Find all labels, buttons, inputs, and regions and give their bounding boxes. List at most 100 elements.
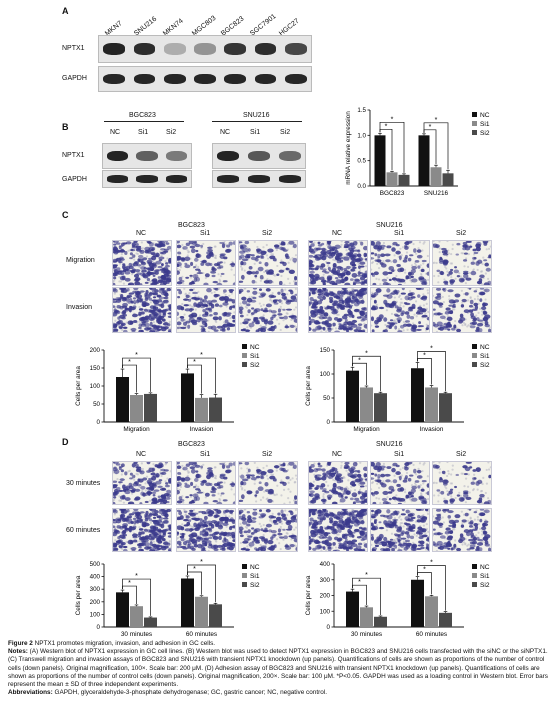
legend-swatch — [472, 362, 477, 367]
legend-swatch — [472, 130, 477, 135]
panel-b-snu216-gapdh-blot — [212, 170, 306, 188]
legend-label: NC — [250, 564, 260, 571]
y-tick-label: 0 — [327, 419, 331, 426]
legend-label: NC — [480, 344, 490, 351]
micrograph-cells — [309, 241, 367, 285]
micrograph-cells — [113, 288, 171, 332]
panel-a-row-gapdh: GAPDH — [62, 75, 87, 82]
legend-swatch — [472, 582, 477, 587]
bar-nc — [346, 591, 359, 627]
legend-label: Si2 — [250, 582, 260, 589]
caption-abbr-label: Abbreviations: — [8, 689, 53, 697]
bar-nc — [181, 578, 194, 627]
micrograph-cells — [113, 462, 171, 504]
western-band — [103, 73, 126, 85]
micrograph-cells — [177, 509, 235, 551]
micrograph-image — [370, 240, 430, 286]
micrograph-image — [176, 508, 236, 552]
western-band — [107, 175, 129, 183]
legend-swatch — [472, 353, 477, 358]
significance-star: * — [435, 117, 438, 124]
significance-star: * — [429, 124, 432, 131]
micrograph-image — [238, 287, 298, 333]
legend-label: NC — [480, 112, 490, 119]
western-band — [133, 43, 156, 55]
y-tick-label: 1.5 — [357, 107, 366, 114]
x-category-label: 60 minutes — [416, 631, 447, 638]
y-tick-label: 300 — [320, 577, 331, 584]
bar-si2 — [144, 617, 157, 627]
bar-nc — [116, 592, 129, 627]
panel-b-cellline-bgc823: BGC823 — [129, 112, 156, 119]
y-axis-label: Cells per area — [75, 366, 82, 406]
micrograph-image — [112, 287, 172, 333]
micrograph-cells — [177, 462, 235, 504]
panel-a-lane-label: SGC7901 — [249, 13, 278, 38]
panel-b-lane-label: Si1 — [138, 129, 149, 136]
x-category-label: SNU216 — [424, 190, 449, 197]
x-category-label: Invasion — [420, 426, 444, 433]
micrograph-row-label: Migration — [66, 257, 95, 264]
y-tick-label: 150 — [320, 347, 331, 354]
bar-nc — [411, 368, 424, 422]
y-tick-label: 0.0 — [357, 183, 366, 190]
panel-a-nptx1-blot — [98, 35, 312, 63]
bar-si2 — [439, 612, 452, 627]
y-tick-label: 100 — [90, 611, 101, 618]
caption-notes-label: Notes: — [8, 648, 28, 656]
western-band — [247, 175, 271, 183]
micrograph-image — [308, 240, 368, 286]
panel-b-snu216-line — [212, 121, 302, 122]
bar-si2 — [144, 393, 157, 422]
bar-si1 — [130, 606, 143, 627]
legend-label: Si1 — [480, 353, 490, 360]
y-tick-label: 200 — [90, 599, 101, 606]
y-tick-label: 300 — [90, 586, 101, 593]
significance-star: * — [135, 352, 138, 359]
panel-c-cellline-bgc823: BGC823 — [178, 222, 205, 229]
micrograph-column-label: NC — [332, 230, 343, 237]
significance-bracket — [417, 351, 446, 392]
panel-b-bgc823-line — [104, 121, 184, 122]
western-band — [133, 73, 156, 85]
significance-star: * — [430, 345, 433, 352]
bar-nc — [411, 579, 424, 627]
panel-b-mrna-chart: 0.0 0.5 1.0 1.5 mRNA relative expression BGC8… — [345, 107, 490, 197]
bar-si1 — [195, 596, 208, 627]
legend-swatch — [242, 362, 247, 367]
micrograph-image — [238, 240, 298, 286]
significance-star: * — [365, 572, 368, 579]
micrograph-cells — [371, 462, 429, 504]
legend-label: Si1 — [250, 573, 260, 580]
micrograph-image — [432, 240, 492, 286]
y-tick-label: 200 — [90, 347, 101, 354]
panel-d-bgc823-chart: 0 100 200 300 400 500 Cells per area 30 minutes… — [75, 559, 260, 638]
western-band — [284, 43, 307, 55]
micrograph-column-label: NC — [136, 451, 147, 458]
y-tick-label: 400 — [320, 561, 331, 568]
panel-d-snu216-chart: 0 100 200 300 400 Cells per area 30 minutes 60 … — [305, 560, 490, 638]
y-axis-label: mRNA relative expression — [345, 111, 352, 185]
panel-c-snu216-chart: 0 50 100 150 Cells per area Migration Invasion… — [305, 344, 490, 433]
significance-star: * — [193, 359, 196, 366]
y-tick-label: 100 — [90, 383, 101, 390]
significance-star: * — [391, 116, 394, 123]
micrograph-row-label: Invasion — [66, 304, 93, 311]
bar-si2 — [398, 174, 410, 186]
western-band — [217, 175, 240, 183]
panel-a-gapdh-blot — [98, 66, 312, 92]
significance-bracket — [187, 357, 216, 394]
x-category-label: 30 minutes — [351, 631, 382, 638]
legend-label: Si2 — [480, 130, 490, 137]
legend-swatch — [472, 564, 477, 569]
panel-b-cellline-snu216: SNU216 — [243, 112, 270, 119]
micrograph-column-label: Si2 — [456, 451, 467, 458]
micrograph-cells — [113, 241, 171, 285]
panel-b-bgc823-gapdh-blot — [102, 170, 192, 188]
significance-star: * — [365, 350, 368, 357]
western-band — [165, 175, 187, 183]
y-tick-label: 0 — [97, 419, 101, 426]
significance-star: * — [135, 573, 138, 580]
panel-b-lane-label: Si1 — [250, 129, 261, 136]
bar-si1 — [360, 607, 373, 627]
